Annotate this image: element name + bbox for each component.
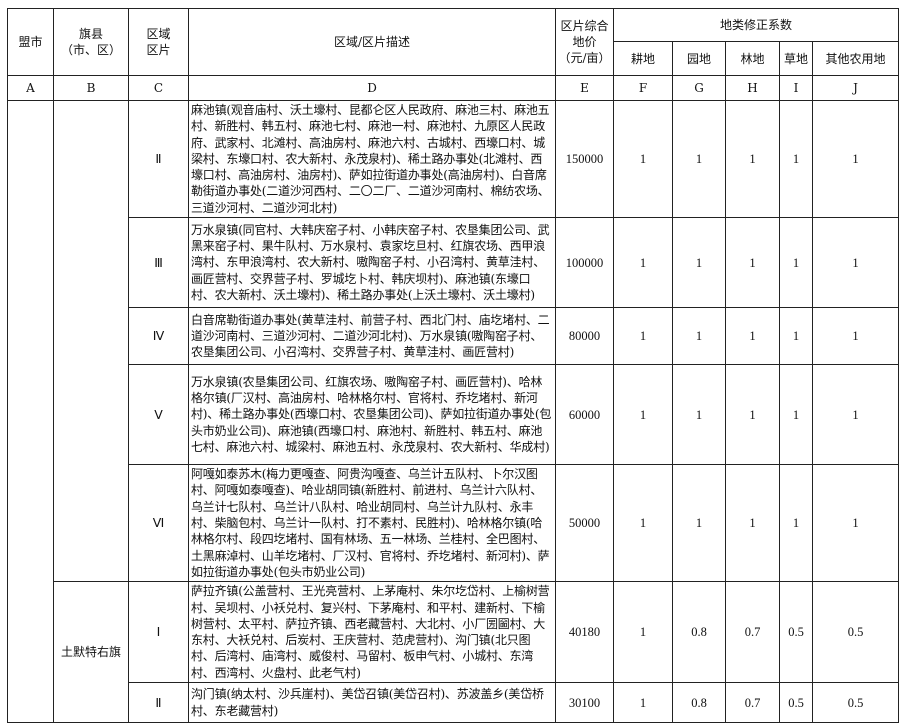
header-county: 旗县 （市、区） xyxy=(53,8,129,76)
letter: I xyxy=(779,75,813,101)
coefficient-cell-i: 1 xyxy=(779,364,813,466)
zone-cell: Ⅱ xyxy=(128,99,189,219)
table-row: Ⅱ 沟门镇(纳太村、沙兵崖村)、美岱召镇(美岱召村)、苏波盖乡(美岱桥村、东老藏营… xyxy=(8,682,900,723)
coefficient-cell-j: 1 xyxy=(811,99,900,219)
description-cell: 万水泉镇(农垦集团公司、红旗农场、嗷陶窑子村、画匠营村)、哈林格尔镇(厂汉村、高… xyxy=(188,364,556,466)
coefficient-cell-h: 0.7 xyxy=(725,581,780,684)
coefficient-cell-h: 1 xyxy=(725,99,780,219)
coefficient-cell-f: 1 xyxy=(613,581,673,684)
zone-cell: Ⅳ xyxy=(128,307,189,366)
coefficient-cell-j: 1 xyxy=(811,307,900,366)
header-zone: 区域 区片 xyxy=(128,8,189,76)
price-cell: 100000 xyxy=(555,217,614,309)
coefficient-cell-i: 0.5 xyxy=(779,682,813,723)
county-cell xyxy=(53,99,129,583)
letter: A xyxy=(7,75,54,101)
description-cell: 白音席勒街道办事处(黄草洼村、前营子村、西北门村、庙圪堵村、二道沙河南村、三道沙… xyxy=(188,307,556,366)
coefficient-cell-i: 1 xyxy=(779,307,813,366)
coefficient-cell-j: 0.5 xyxy=(811,682,900,723)
description-cell: 阿嘎如泰苏木(梅力更嘎查、阿贵沟嘎查、乌兰计五队村、卜尔汉图村、阿嘎如泰嘎查)、… xyxy=(188,464,556,583)
coefficient-cell-f: 1 xyxy=(613,464,673,583)
coefficient-cell-f: 1 xyxy=(613,99,673,219)
zone-cell: Ⅱ xyxy=(128,682,189,723)
header-garden: 园地 xyxy=(672,41,726,76)
coefficient-cell-i: 1 xyxy=(779,464,813,583)
coefficient-cell-f: 1 xyxy=(613,364,673,466)
coefficient-cell-g: 1 xyxy=(672,364,726,466)
header-forest: 林地 xyxy=(725,41,780,76)
coefficient-cell-h: 1 xyxy=(725,307,780,366)
price-cell: 50000 xyxy=(555,464,614,583)
land-price-table: 盟市 旗县 （市、区） 区域 区片 区域/区片描述 区片综合 地价 （元/亩） 地类修正… xyxy=(7,8,900,723)
coefficient-cell-g: 0.8 xyxy=(672,581,726,684)
price-cell: 80000 xyxy=(555,307,614,366)
letter: B xyxy=(53,75,129,101)
coefficient-cell-i: 1 xyxy=(779,217,813,309)
coefficient-cell-g: 1 xyxy=(672,217,726,309)
coefficient-cell-f: 1 xyxy=(613,682,673,723)
letter: F xyxy=(613,75,673,101)
coefficient-cell-f: 1 xyxy=(613,217,673,309)
zone-cell: Ⅰ xyxy=(128,581,189,684)
county-cell: 土默特右旗 xyxy=(53,581,129,723)
letter: D xyxy=(188,75,556,101)
letter: C xyxy=(128,75,189,101)
zone-cell: Ⅵ xyxy=(128,464,189,583)
coefficient-cell-h: 1 xyxy=(725,364,780,466)
table-row: Ⅴ 万水泉镇(农垦集团公司、红旗农场、嗷陶窑子村、画匠营村)、哈林格尔镇(厂汉村、… xyxy=(8,364,900,466)
zone-cell: Ⅲ xyxy=(128,217,189,309)
description-cell: 麻池镇(观音庙村、沃土壕村、昆都仑区人民政府、麻池三村、麻池五村、新胜村、韩五村… xyxy=(188,99,556,219)
header-description: 区域/区片描述 xyxy=(188,8,556,76)
price-cell: 40180 xyxy=(555,581,614,684)
header-league-city: 盟市 xyxy=(7,8,54,76)
letter: J xyxy=(811,75,900,101)
description-cell: 万水泉镇(同官村、大韩庆窑子村、小韩庆窑子村、农垦集团公司、武黑来窑子村、果牛队… xyxy=(188,217,556,309)
header-other-agri: 其他农用地 xyxy=(811,41,900,76)
coefficient-cell-g: 1 xyxy=(672,464,726,583)
letter: H xyxy=(725,75,780,101)
coefficient-cell-j: 0.5 xyxy=(811,581,900,684)
header-grassland: 草地 xyxy=(779,41,813,76)
coefficient-cell-h: 0.7 xyxy=(725,682,780,723)
header-coefficient-group: 地类修正系数 xyxy=(612,8,900,42)
coefficient-cell-j: 1 xyxy=(811,217,900,309)
table-row: Ⅱ 麻池镇(观音庙村、沃土壕村、昆都仑区人民政府、麻池三村、麻池五村、新胜村、韩五… xyxy=(7,99,900,723)
coefficient-cell-f: 1 xyxy=(613,307,673,366)
letter: E xyxy=(555,75,614,101)
table-row: Ⅲ 万水泉镇(同官村、大韩庆窑子村、小韩庆窑子村、农垦集团公司、武黑来窑子村、果牛… xyxy=(8,217,900,309)
price-cell: 60000 xyxy=(555,364,614,466)
coefficient-cell-j: 1 xyxy=(811,464,900,583)
zone-cell: Ⅴ xyxy=(128,364,189,466)
header-farmland: 耕地 xyxy=(613,41,673,76)
coefficient-cell-j: 1 xyxy=(811,364,900,466)
letter: G xyxy=(672,75,726,101)
table-row: Ⅵ 阿嘎如泰苏木(梅力更嘎查、阿贵沟嘎查、乌兰计五队村、卜尔汉图村、阿嘎如泰嘎查)… xyxy=(8,464,900,583)
league-city-cell xyxy=(7,99,54,723)
header-price: 区片综合 地价 （元/亩） xyxy=(555,8,614,76)
price-cell: 150000 xyxy=(555,99,614,219)
coefficient-cell-h: 1 xyxy=(725,464,780,583)
table-row: 土默特右旗 Ⅰ 萨拉齐镇(公盖营村、王光亮营村、上茅庵村、朱尔圪岱村、上榆树营村、吴… xyxy=(8,581,900,723)
coefficient-cell-g: 1 xyxy=(672,307,726,366)
coefficient-cell-g: 1 xyxy=(672,99,726,219)
description-cell: 萨拉齐镇(公盖营村、王光亮营村、上茅庵村、朱尔圪岱村、上榆树营村、吴坝村、小袄兑… xyxy=(188,581,556,684)
table-row: Ⅳ 白音席勒街道办事处(黄草洼村、前营子村、西北门村、庙圪堵村、二道沙河南村、三道… xyxy=(8,307,900,366)
column-letter-row: A B C D E F G H I J xyxy=(7,75,900,101)
price-cell: 30100 xyxy=(555,682,614,723)
coefficient-cell-i: 1 xyxy=(779,99,813,219)
coefficient-cell-g: 0.8 xyxy=(672,682,726,723)
coefficient-cell-i: 0.5 xyxy=(779,581,813,684)
coefficient-cell-h: 1 xyxy=(725,217,780,309)
